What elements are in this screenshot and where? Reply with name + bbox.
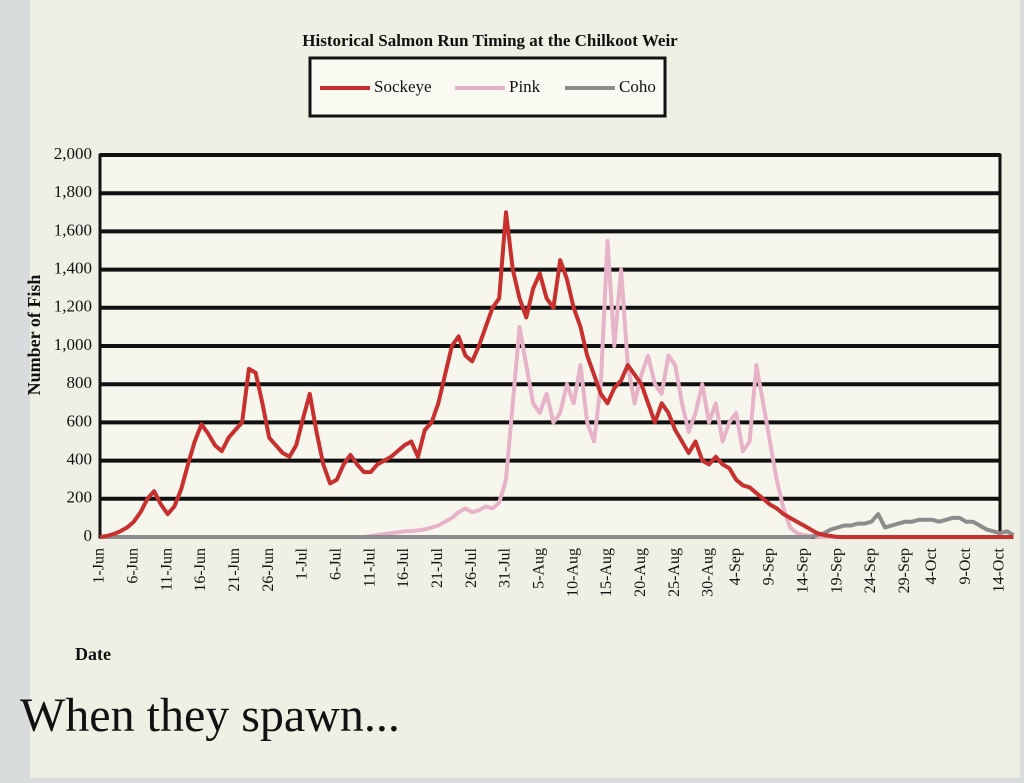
x-tick-label: 6-Jun <box>125 548 142 584</box>
x-tick-label: 11-Jul <box>361 547 378 587</box>
x-tick-label: 21-Jul <box>429 547 446 588</box>
x-tick-label: 6-Jul <box>328 547 345 580</box>
x-tick-label: 4-Oct <box>923 547 940 584</box>
x-tick-label: 21-Jun <box>226 548 243 592</box>
legend-label: Coho <box>619 77 656 96</box>
x-tick-label: 19-Sep <box>828 548 845 593</box>
x-tick-label: 10-Aug <box>564 548 581 597</box>
x-tick-label: 4-Sep <box>727 548 744 585</box>
y-tick-label: 400 <box>67 450 93 469</box>
caption: When they spawn... <box>20 689 400 742</box>
y-tick-label: 1,800 <box>54 182 92 201</box>
x-tick-label: 20-Aug <box>632 548 649 597</box>
x-tick-label: 25-Aug <box>666 548 683 597</box>
series-line <box>99 210 1014 539</box>
y-tick-label: 1,400 <box>54 259 92 278</box>
chart-title: Historical Salmon Run Timing at the Chil… <box>302 31 678 50</box>
x-tick-label: 9-Sep <box>761 548 778 585</box>
series-line <box>100 512 1015 539</box>
x-tick-label: 29-Sep <box>896 548 913 593</box>
x-tick-label: 11-Jun <box>158 548 175 591</box>
y-tick-label: 1,600 <box>54 220 92 239</box>
x-tick-label: 26-Jun <box>260 548 277 592</box>
x-tick-label: 16-Jul <box>395 547 412 588</box>
legend-label: Pink <box>509 77 541 96</box>
y-tick-label: 2,000 <box>54 144 92 163</box>
x-tick-label: 30-Aug <box>700 548 717 597</box>
x-tick-label: 26-Jul <box>463 547 480 588</box>
x-axis-label: Date <box>75 644 111 664</box>
x-tick-label: 9-Oct <box>957 547 974 584</box>
x-tick-label: 24-Sep <box>862 548 879 593</box>
x-tick-label: 31-Jul <box>497 547 514 588</box>
y-tick-label: 1,000 <box>54 335 92 354</box>
y-tick-label: 200 <box>67 488 93 507</box>
y-tick-label: 1,200 <box>54 297 92 316</box>
x-tick-label: 15-Aug <box>598 548 615 597</box>
x-tick-label: 14-Sep <box>794 548 811 593</box>
y-tick-label: 600 <box>67 411 93 430</box>
x-tick-label: 1-Jul <box>294 547 311 580</box>
x-tick-label: 16-Jun <box>192 548 209 592</box>
y-axis-label: Number of Fish <box>24 275 44 396</box>
x-tick-label: 14-Oct <box>991 547 1008 592</box>
x-tick-label: 5-Aug <box>531 548 548 589</box>
y-tick-label: 0 <box>84 526 93 545</box>
x-tick-label: 1-Jun <box>91 548 108 584</box>
legend-label: Sockeye <box>374 77 432 96</box>
y-tick-label: 800 <box>67 373 93 392</box>
